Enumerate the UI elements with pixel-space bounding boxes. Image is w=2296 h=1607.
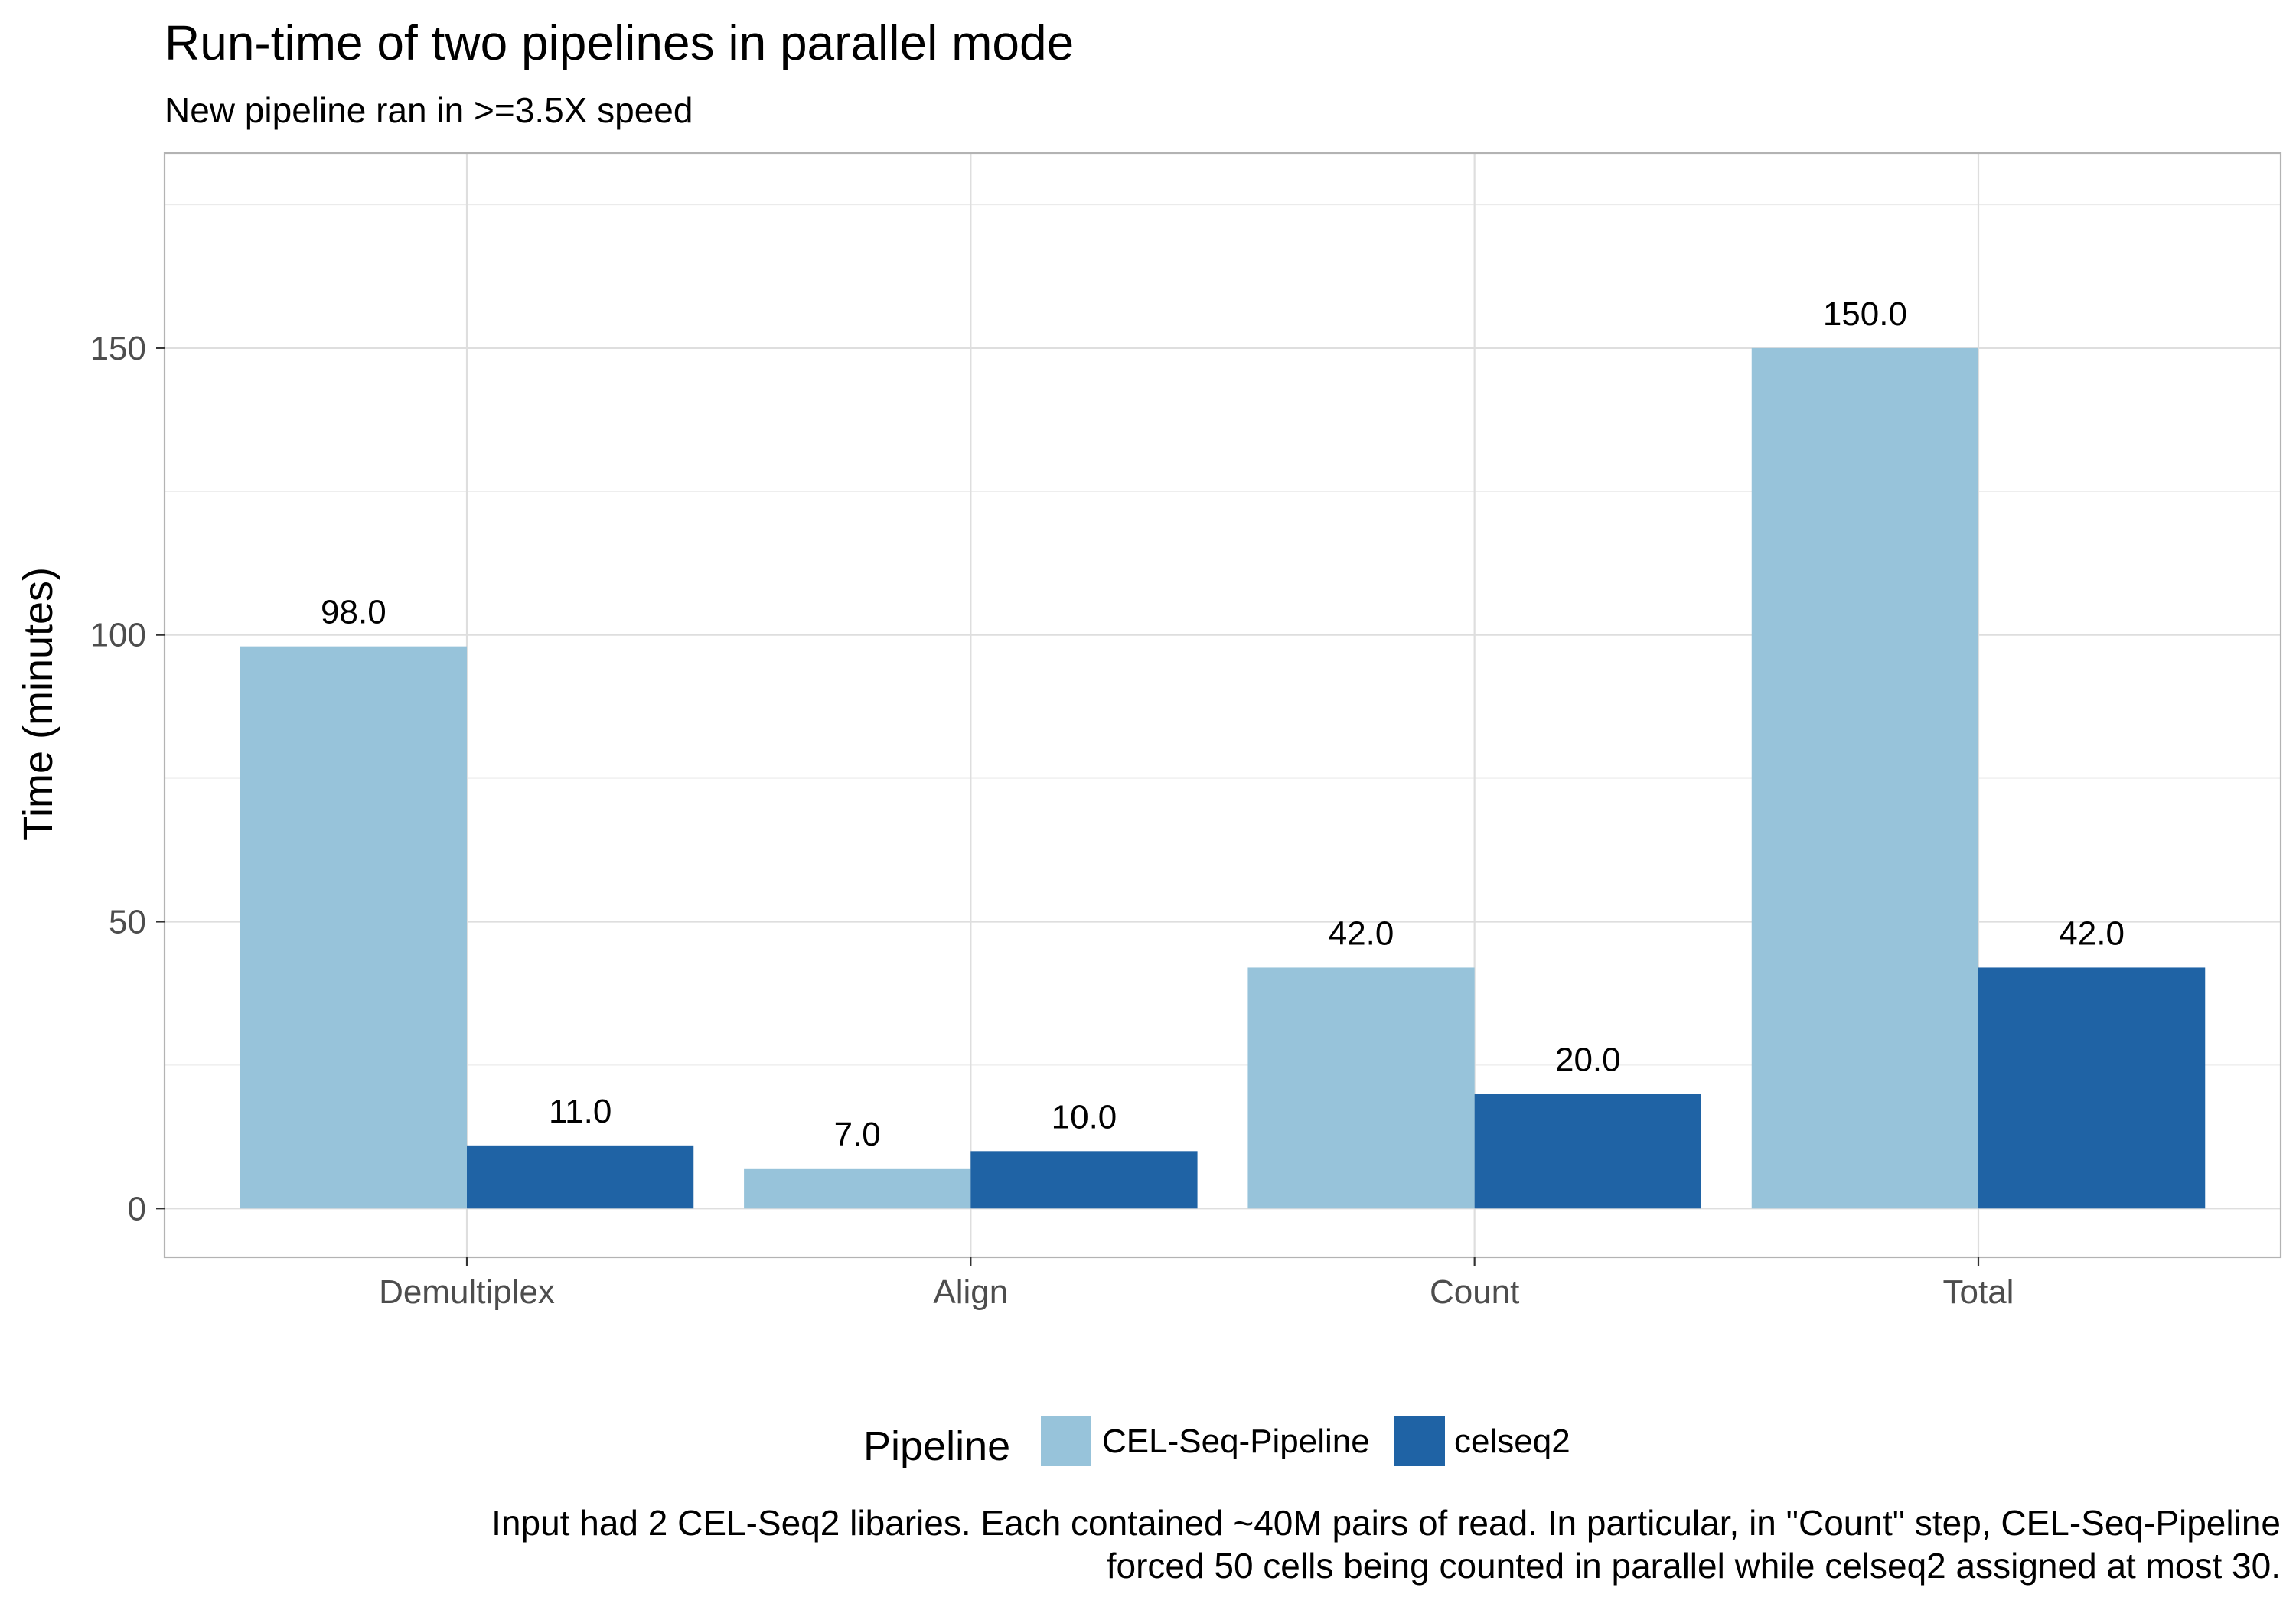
x-tick-label-align: Align	[933, 1273, 1008, 1311]
data-label-cel-seq-pipeline-count: 42.0	[1329, 914, 1394, 952]
data-label-celseq2-count: 20.0	[1555, 1041, 1621, 1078]
x-tick-label-demultiplex: Demultiplex	[379, 1273, 555, 1311]
caption-line-2: forced 50 cells being counted in paralle…	[1107, 1546, 2281, 1586]
data-label-cel-seq-pipeline-demultiplex: 98.0	[321, 594, 386, 631]
legend-key-celseq2	[1394, 1416, 1445, 1466]
y-tick-label: 50	[109, 903, 146, 940]
x-tick-label-total: Total	[1943, 1273, 2014, 1311]
y-tick-label: 100	[90, 617, 146, 654]
x-axis: Demultiplex Align Count Total	[379, 1257, 2014, 1311]
legend-title: Pipeline	[863, 1423, 1010, 1469]
bar-celseq2-align	[970, 1151, 1198, 1209]
legend-label-cel-seq-pipeline: CEL-Seq-Pipeline	[1102, 1423, 1370, 1460]
y-axis-title: Time (minutes)	[15, 567, 61, 841]
bar-cel-seq-pipeline-align	[744, 1168, 971, 1209]
data-labels: 98.0 7.0 42.0 150.0 11.0 10.0 20.0 42.0	[321, 295, 2125, 1153]
data-label-celseq2-total: 42.0	[2059, 914, 2125, 952]
bars	[240, 347, 2206, 1209]
data-label-cel-seq-pipeline-align: 7.0	[834, 1116, 881, 1153]
bar-cel-seq-pipeline-demultiplex	[240, 646, 467, 1209]
y-tick-label: 0	[128, 1190, 146, 1227]
chart-title: Run-time of two pipelines in parallel mo…	[165, 15, 1074, 70]
y-axis: 0 50 100 150	[90, 330, 165, 1227]
chart-subtitle: New pipeline ran in >=3.5X speed	[165, 90, 693, 130]
y-tick-label: 150	[90, 330, 146, 367]
data-label-celseq2-demultiplex: 11.0	[549, 1093, 612, 1130]
data-label-cel-seq-pipeline-total: 150.0	[1823, 295, 1907, 333]
legend-label-celseq2: celseq2	[1454, 1423, 1570, 1460]
legend-key-cel-seq-pipeline	[1041, 1416, 1091, 1466]
x-tick-label-count: Count	[1430, 1273, 1519, 1311]
data-label-celseq2-align: 10.0	[1052, 1098, 1117, 1136]
bar-celseq2-count	[1474, 1094, 1701, 1209]
bar-cel-seq-pipeline-total	[1751, 347, 1978, 1209]
bar-cel-seq-pipeline-count	[1247, 967, 1475, 1209]
legend: Pipeline CEL-Seq-Pipeline celseq2	[863, 1416, 1570, 1469]
caption-line-1: Input had 2 CEL-Seq2 libaries. Each cont…	[491, 1503, 2281, 1543]
bar-celseq2-demultiplex	[467, 1145, 694, 1209]
bar-celseq2-total	[1978, 967, 2206, 1209]
plot-panel-border	[163, 152, 2282, 1259]
